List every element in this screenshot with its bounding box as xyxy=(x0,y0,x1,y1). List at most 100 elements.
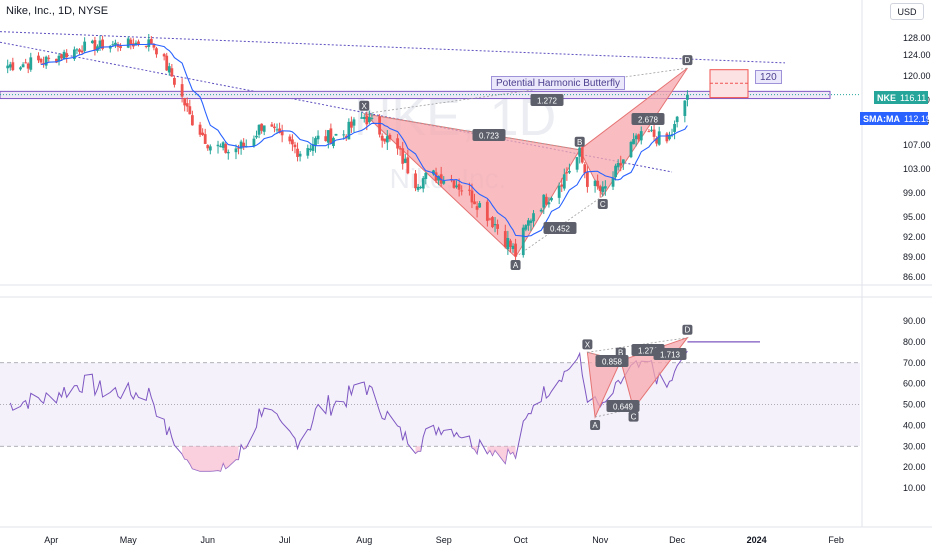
price-point-label-bg xyxy=(682,55,693,66)
candle-body xyxy=(491,217,494,228)
candle-body xyxy=(619,163,623,166)
currency-selector[interactable]: USD xyxy=(890,3,924,20)
price-point-label-bg xyxy=(510,260,521,270)
candle-body xyxy=(129,39,133,45)
candle-body xyxy=(526,220,530,226)
candle-body xyxy=(219,146,222,148)
candle-body xyxy=(524,225,528,230)
rsi-tick-label: 80.00 xyxy=(903,337,926,347)
candle-body xyxy=(632,139,635,145)
candle-body xyxy=(442,181,446,184)
price-point-label-bg xyxy=(574,136,585,147)
sma-label: SMA:MA xyxy=(863,113,900,124)
candle-body xyxy=(288,136,292,142)
candle-body xyxy=(147,39,151,47)
candle-body xyxy=(98,40,102,48)
candle-body xyxy=(344,136,348,138)
candle-body xyxy=(306,148,310,156)
candle-body xyxy=(542,194,546,208)
candle-body xyxy=(378,116,382,135)
candle-body xyxy=(208,146,212,151)
candle-body xyxy=(116,44,120,47)
rsi-point-label-bg xyxy=(682,324,693,335)
time-tick-label: Dec xyxy=(669,535,686,545)
candle-body xyxy=(396,138,399,149)
price-point-label-bg xyxy=(597,199,608,209)
time-tick-label: Nov xyxy=(592,535,609,545)
rsi-ratio-label: 0.858 xyxy=(602,358,623,367)
candle-body xyxy=(83,41,87,51)
candle-body xyxy=(221,142,225,148)
candle-body xyxy=(370,117,374,119)
sma-value: 112.19 xyxy=(904,113,931,124)
rsi-ratio-label: 0.649 xyxy=(613,403,634,412)
price-point-label-bg xyxy=(359,100,370,111)
rsi-tick-label: 50.00 xyxy=(903,400,926,410)
candle-body xyxy=(544,196,548,205)
candle-body xyxy=(242,142,246,147)
candle-body xyxy=(650,129,653,131)
candle-body xyxy=(203,134,207,144)
candle-body xyxy=(673,124,676,132)
candle-body xyxy=(506,237,510,250)
candle-body xyxy=(255,135,258,138)
candle-body xyxy=(329,128,333,144)
candle-body xyxy=(493,224,497,226)
candle-body xyxy=(652,129,656,137)
candle-body xyxy=(634,135,638,140)
resistance-trendline xyxy=(0,31,786,64)
candle-body xyxy=(326,130,330,143)
candle-body xyxy=(521,227,525,256)
candle-body xyxy=(262,125,266,132)
candle-body xyxy=(298,153,302,157)
target-label[interactable]: 120 xyxy=(755,70,782,84)
price-ratio-bg xyxy=(530,94,564,106)
candle-body xyxy=(90,40,94,44)
candle-body xyxy=(470,190,474,203)
price-point-label: D xyxy=(685,56,691,65)
price-ratio-bg xyxy=(543,222,577,234)
rsi-ratio-label: 1.713 xyxy=(660,351,681,360)
candle-body xyxy=(257,124,261,135)
rsi-tick-label: 60.00 xyxy=(903,379,926,389)
candle-body xyxy=(8,64,12,68)
candle-body xyxy=(280,130,284,136)
price-pattern-triangle xyxy=(579,67,688,197)
price-tick-label: 128.00 xyxy=(903,33,931,43)
candle-body xyxy=(170,68,174,77)
candle-body xyxy=(601,186,605,193)
time-tick-label: Feb xyxy=(828,535,844,545)
candle-body xyxy=(562,174,566,189)
candle-body xyxy=(511,245,515,250)
candle-body xyxy=(352,119,356,126)
candle-body xyxy=(190,115,194,126)
candle-body xyxy=(629,141,633,158)
sma-price-tag: SMA:MA 112.19 xyxy=(860,112,931,125)
candle-body xyxy=(252,138,256,146)
candle-body xyxy=(585,172,589,187)
candle-body xyxy=(239,141,243,149)
time-tick-label: Jul xyxy=(279,535,291,545)
candle-body xyxy=(598,186,602,192)
candle-body xyxy=(467,189,471,191)
candle-body xyxy=(152,44,156,48)
candle-body xyxy=(62,51,66,60)
price-tick-label: 103.00 xyxy=(903,164,931,174)
candle-body xyxy=(39,58,43,63)
candle-body xyxy=(60,54,63,59)
candle-body xyxy=(557,185,561,198)
candle-body xyxy=(75,49,79,51)
candle-body xyxy=(596,180,600,187)
grid xyxy=(0,0,932,528)
candle-body xyxy=(42,62,46,64)
price-point-label: A xyxy=(513,261,519,270)
candle-body xyxy=(126,38,130,48)
candle-body xyxy=(398,148,402,150)
candle-body xyxy=(416,186,420,190)
pattern-name-label[interactable]: Potential Harmonic Butterfly xyxy=(491,76,625,90)
candle-body xyxy=(183,97,187,106)
price-point-label: C xyxy=(600,200,606,209)
candle-body xyxy=(144,45,148,47)
candle-body xyxy=(57,55,61,62)
candle-body xyxy=(78,49,81,52)
